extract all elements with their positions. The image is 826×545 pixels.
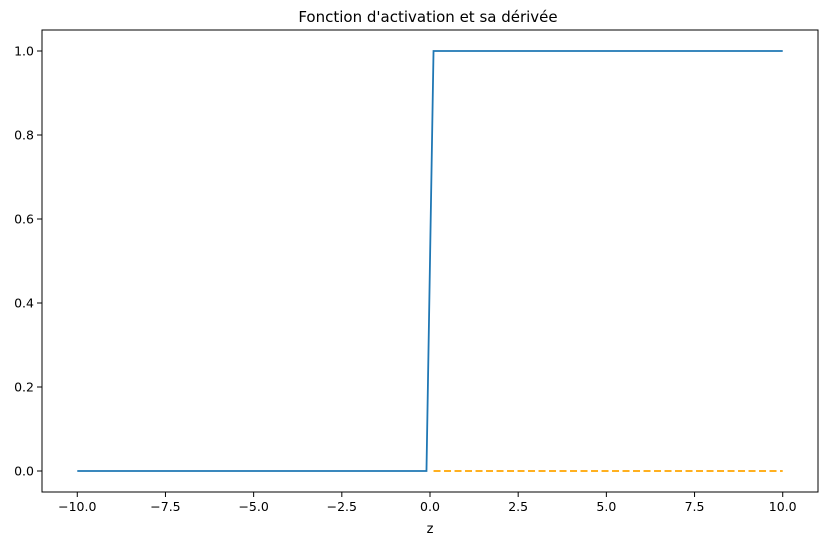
y-tick-label: 0.8: [14, 128, 34, 143]
x-tick-label: −10.0: [58, 499, 96, 514]
x-tick-label: 0.0: [420, 499, 440, 514]
chart-title: Fonction d'activation et sa dérivée: [298, 8, 557, 26]
y-tick-label: 0.4: [14, 296, 34, 311]
y-tick-label: 0.2: [14, 380, 34, 395]
y-tick-label: 0.6: [14, 212, 34, 227]
x-axis-ticks: −10.0 −7.5 −5.0 −2.5 0.0 2.5 5.0 7.5 10.0: [58, 492, 797, 514]
plot-frame: [41, 29, 819, 493]
x-tick-label: 10.0: [769, 499, 797, 514]
series-line-0: [77, 50, 783, 472]
x-axis-label: z: [427, 522, 434, 537]
x-tick-label: 5.0: [596, 499, 616, 514]
y-axis-ticks: 0.0 0.2 0.4 0.6 0.8 1.0: [14, 44, 42, 479]
x-tick-label: 2.5: [508, 499, 528, 514]
series-layer: [77, 50, 783, 472]
y-tick-label: 1.0: [14, 44, 34, 59]
y-tick-label: 0.0: [14, 464, 34, 479]
x-tick-label: 7.5: [685, 499, 705, 514]
x-tick-label: −2.5: [327, 499, 357, 514]
x-tick-label: −5.0: [238, 499, 268, 514]
x-tick-label: −7.5: [150, 499, 180, 514]
